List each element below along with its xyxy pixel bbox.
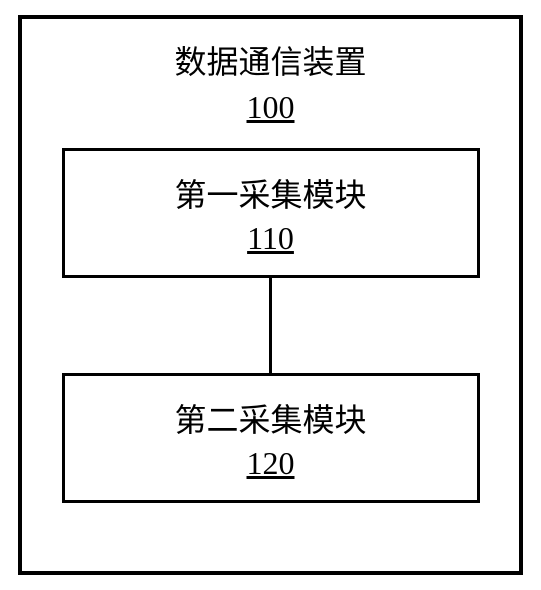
container-title: 数据通信装置 bbox=[62, 37, 479, 83]
connector-line bbox=[269, 278, 272, 373]
module-1-number: 110 bbox=[247, 220, 294, 257]
module-box-2: 第二采集模块 120 bbox=[62, 373, 480, 503]
container-number: 100 bbox=[62, 89, 479, 126]
title-block: 数据通信装置 100 bbox=[62, 37, 479, 126]
outer-container: 数据通信装置 100 第一采集模块 110 第二采集模块 120 bbox=[18, 15, 523, 575]
module-2-label: 第二采集模块 bbox=[174, 395, 366, 441]
module-2-number: 120 bbox=[247, 445, 295, 482]
module-box-1: 第一采集模块 110 bbox=[62, 148, 480, 278]
module-1-label: 第一采集模块 bbox=[174, 170, 366, 216]
